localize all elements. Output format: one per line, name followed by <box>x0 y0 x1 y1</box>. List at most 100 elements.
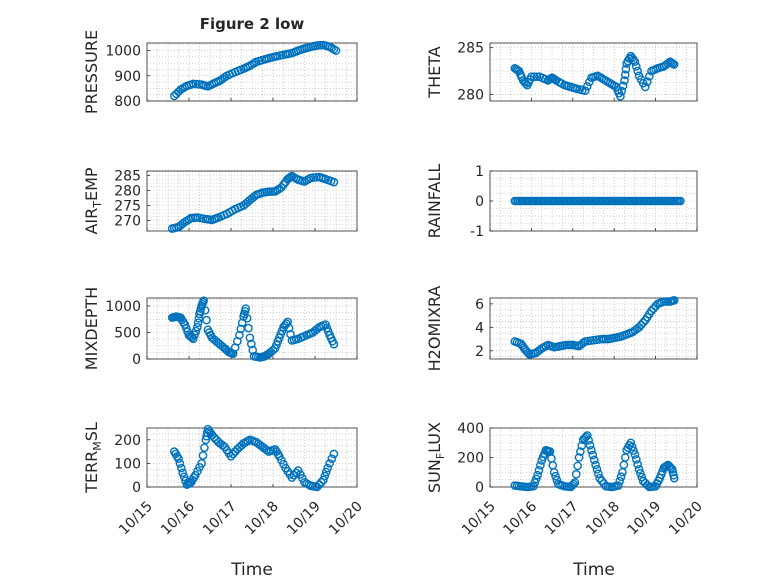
x-axis-label-right: Time <box>572 560 615 580</box>
data-point <box>248 345 257 355</box>
data-point <box>283 317 293 327</box>
data-point <box>621 64 631 74</box>
data-point <box>319 475 328 485</box>
axes-box <box>489 297 698 360</box>
data-point <box>666 463 676 473</box>
data-point <box>591 460 600 470</box>
y-tick-label: 6 <box>475 297 484 313</box>
data-point <box>633 460 642 469</box>
data-point <box>286 172 295 182</box>
y-tick-label: 100 <box>114 456 141 472</box>
data-point <box>676 196 685 206</box>
data-point <box>202 428 212 438</box>
x-tick-label: 10/16 <box>500 498 540 538</box>
x-tick-label: 10/18 <box>583 499 623 539</box>
data-point <box>577 441 587 451</box>
data-point <box>631 455 641 464</box>
data-point <box>198 451 208 460</box>
data-point <box>529 481 538 491</box>
data-point <box>287 473 297 482</box>
data-point <box>200 306 210 315</box>
data-point <box>316 477 326 487</box>
data-point <box>289 470 299 480</box>
data-point <box>329 449 339 459</box>
data-point <box>631 62 641 71</box>
x-tick-label: 10/20 <box>666 499 706 539</box>
chart-panel-terr-msl: 0 100 200 10/15 10/16 10/17 10/18 10/19 10/20 TER… <box>82 422 366 538</box>
data-point <box>620 70 630 80</box>
y-tick-label: 285 <box>457 41 484 57</box>
data-point <box>645 72 654 81</box>
y-tick-label: 800 <box>114 94 141 110</box>
data-point <box>320 471 330 481</box>
y-tick-label: 280 <box>457 87 484 103</box>
y-axis-label: H2OMIXRA <box>425 286 444 372</box>
y-tick-label: 900 <box>114 69 141 85</box>
data-point <box>200 443 209 452</box>
data-point <box>584 435 593 445</box>
data-point <box>207 430 217 440</box>
x-tick-label: 10/17 <box>200 499 240 539</box>
data-point <box>643 77 652 86</box>
data-point <box>188 79 198 89</box>
x-tick-label: 10/19 <box>284 499 324 539</box>
x-tick-label: 10/17 <box>542 499 582 539</box>
data-point <box>237 318 247 328</box>
y-tick-label: 200 <box>114 433 141 449</box>
data-point <box>587 445 596 455</box>
x-tick-label: 10/15 <box>116 499 156 539</box>
data-point <box>573 461 582 471</box>
data-point <box>571 469 581 479</box>
data-point <box>530 478 540 487</box>
data-point <box>630 450 640 459</box>
y-axis-label: PRESSURE <box>82 30 101 114</box>
data-point <box>329 339 339 349</box>
data-point <box>331 46 341 55</box>
data-point <box>588 450 598 460</box>
data-point <box>329 177 339 187</box>
data-point <box>244 323 253 333</box>
data-point <box>634 464 644 474</box>
data-point <box>620 76 629 85</box>
axes-box <box>146 42 358 102</box>
data-point <box>668 59 678 68</box>
data-point <box>178 468 187 478</box>
y-tick-label: 285 <box>114 169 141 185</box>
data-point <box>626 438 636 448</box>
data-point <box>534 465 544 475</box>
data-point <box>669 60 679 69</box>
data-point <box>615 476 625 486</box>
data-point <box>669 296 679 305</box>
data-point <box>202 315 211 325</box>
data-point <box>245 333 255 343</box>
data-point <box>614 481 623 490</box>
y-axis-label: RAINFALL <box>425 164 444 239</box>
data-point <box>193 322 202 332</box>
data-point <box>190 330 199 340</box>
chart-panel-h2omixra: 2 4 6 H2OMIXRA <box>425 286 698 372</box>
data-point <box>306 173 316 183</box>
x-tick-label: 10/16 <box>158 498 198 538</box>
plot-area <box>490 428 697 487</box>
data-point <box>570 478 580 487</box>
y-tick-label: 0 <box>475 480 484 496</box>
y-tick-label: 0 <box>475 194 484 210</box>
data-point <box>585 440 595 450</box>
x-tick-label: 10/18 <box>242 499 282 539</box>
data-point <box>312 482 322 492</box>
data-point <box>569 479 578 489</box>
data-point <box>643 480 652 490</box>
data-point <box>176 463 186 473</box>
axes-box <box>146 170 358 232</box>
data-point <box>582 431 592 440</box>
data-point <box>199 296 208 305</box>
data-point <box>179 472 189 482</box>
data-point <box>669 473 679 483</box>
data-point <box>312 324 322 334</box>
y-tick-label: 275 <box>114 199 141 215</box>
y-axis-label: TERRMSL <box>82 422 104 494</box>
data-point <box>193 318 203 328</box>
